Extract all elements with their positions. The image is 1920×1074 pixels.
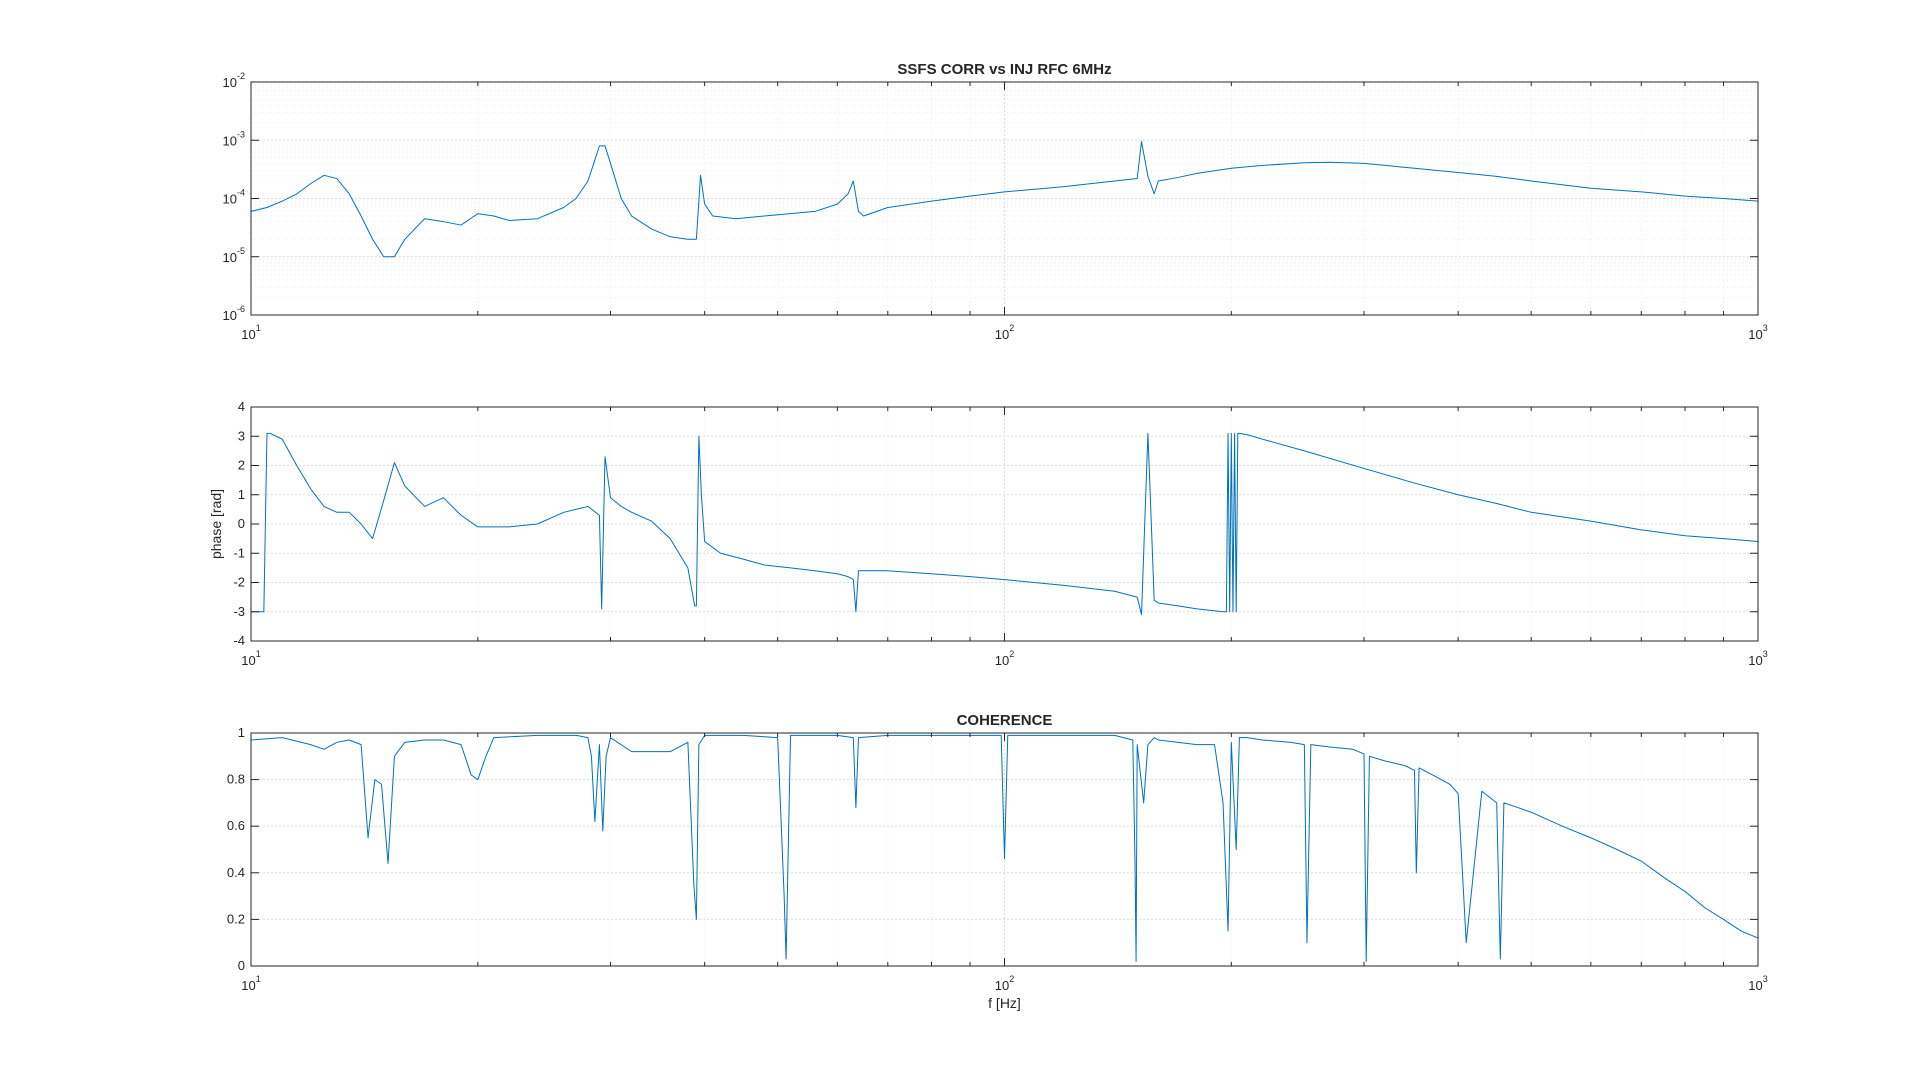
tick-exponent: 1 xyxy=(256,974,261,984)
tick-exponent: 3 xyxy=(1763,974,1768,984)
tick-exponent: 1 xyxy=(256,323,261,333)
y-tick-label: -2 xyxy=(233,575,245,590)
y-tick-label: 0.8 xyxy=(227,772,245,787)
y-tick-label: 0.6 xyxy=(227,818,245,833)
y-tick-label: -4 xyxy=(233,633,245,648)
tick-base: 10 xyxy=(241,653,255,668)
ticks xyxy=(250,81,1759,316)
tick-exponent: -5 xyxy=(237,246,245,256)
tick-base: 10 xyxy=(223,133,237,148)
y-tick-label: 10-5 xyxy=(223,246,245,265)
y-tick-label: 10-4 xyxy=(223,188,245,207)
y-tick-label: 2 xyxy=(238,458,245,473)
y-tick-label: 3 xyxy=(238,428,245,443)
y-tick-label: 1 xyxy=(238,487,245,502)
tick-base: 10 xyxy=(1748,653,1762,668)
x-tick-label: 102 xyxy=(995,649,1014,668)
y-tick-label: 10-2 xyxy=(223,71,245,90)
y-tick-label: 0.4 xyxy=(227,865,245,880)
tick-exponent: 1 xyxy=(256,649,261,659)
tick-base: 10 xyxy=(223,308,237,323)
x-tick-label: 102 xyxy=(995,323,1014,342)
ticks xyxy=(250,732,1759,967)
tick-exponent: 2 xyxy=(1009,974,1014,984)
y-tick-label: 0.2 xyxy=(227,911,245,926)
tick-exponent: -2 xyxy=(237,71,245,81)
series-line xyxy=(251,141,1758,258)
x-tick-label: 102 xyxy=(995,974,1014,993)
x-tick-label: 101 xyxy=(241,323,260,342)
chart-title: SSFS CORR vs INJ RFC 6MHz xyxy=(897,61,1111,78)
y-axis-label: phase [rad] xyxy=(208,489,224,559)
y-tick-label: 4 xyxy=(238,399,245,414)
y-tick-label: 0 xyxy=(238,958,245,973)
tick-base: 10 xyxy=(995,327,1009,342)
x-tick-label: 103 xyxy=(1748,649,1767,668)
y-tick-label: -1 xyxy=(233,545,245,560)
tick-exponent: 3 xyxy=(1763,323,1768,333)
y-tick-label: 10-6 xyxy=(223,304,245,323)
y-tick-label: -3 xyxy=(233,604,245,619)
tick-exponent: -6 xyxy=(237,304,245,314)
tick-base: 10 xyxy=(995,978,1009,993)
grid xyxy=(250,406,1759,642)
ticks xyxy=(250,406,1759,642)
series-line xyxy=(251,734,1758,962)
x-tick-label: 101 xyxy=(241,649,260,668)
tick-base: 10 xyxy=(995,653,1009,668)
tick-exponent: -3 xyxy=(237,129,245,139)
series-line xyxy=(251,432,1758,616)
tick-exponent: 2 xyxy=(1009,649,1014,659)
grid xyxy=(250,81,1759,316)
tick-base: 10 xyxy=(223,75,237,90)
tick-base: 10 xyxy=(223,192,237,207)
y-tick-label: 10-3 xyxy=(223,129,245,148)
tick-exponent: 3 xyxy=(1763,649,1768,659)
tick-exponent: 2 xyxy=(1009,323,1014,333)
x-tick-label: 101 xyxy=(241,974,260,993)
y-tick-label: 1 xyxy=(238,725,245,740)
x-tick-label: 103 xyxy=(1748,974,1767,993)
y-tick-label: 0 xyxy=(238,516,245,531)
tick-base: 10 xyxy=(241,978,255,993)
chart-title: COHERENCE xyxy=(957,712,1053,729)
x-tick-label: 103 xyxy=(1748,323,1767,342)
tick-base: 10 xyxy=(1748,327,1762,342)
tick-base: 10 xyxy=(223,250,237,265)
tick-exponent: -4 xyxy=(237,188,245,198)
tick-base: 10 xyxy=(1748,978,1762,993)
tick-base: 10 xyxy=(241,327,255,342)
x-axis-label: f [Hz] xyxy=(988,995,1021,1011)
